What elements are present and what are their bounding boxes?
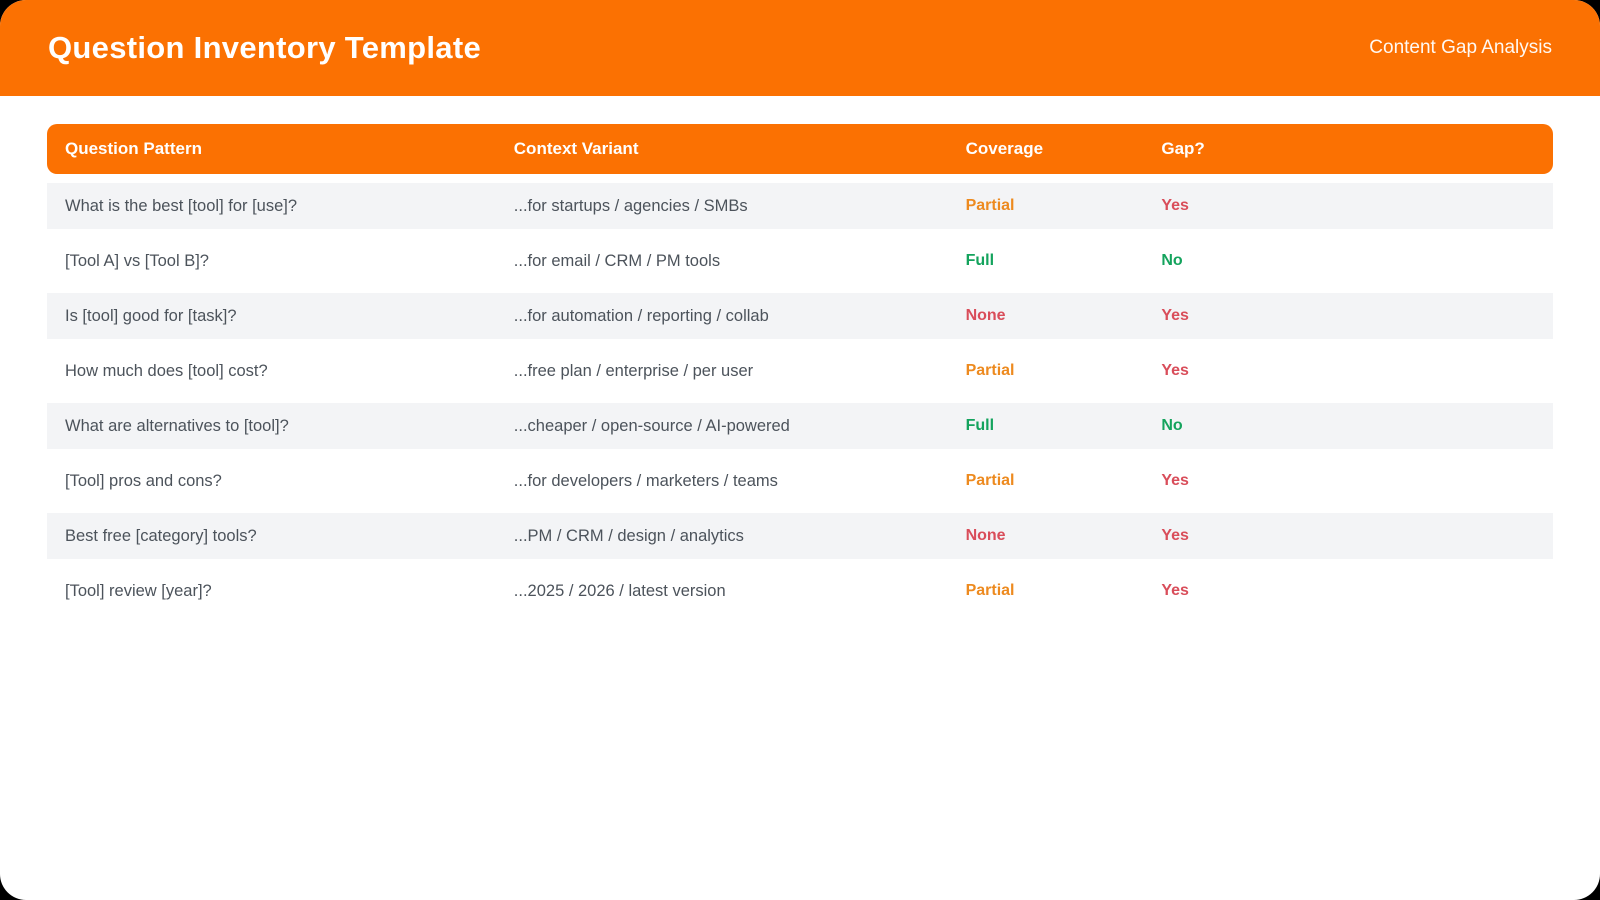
coverage-cell: Full [965,252,995,269]
gap-cell: Yes [1161,582,1189,599]
context-variant-cell: ...for developers / marketers / teams [513,471,778,490]
gap-cell: Yes [1143,183,1553,229]
question-pattern-cell: Best free [category] tools? [47,513,496,559]
coverage-cell: Partial [965,472,1015,489]
column-header-gap: Gap? [1143,124,1553,174]
column-header-context-variant: Context Variant [495,124,948,174]
table-row: What are alternatives to [tool]? ...chea… [47,403,1553,449]
table-row: What is the best [tool] for [use]? ...fo… [47,183,1553,229]
gap-cell: Yes [1143,513,1553,559]
gap-cell: Yes [1161,362,1189,379]
context-variant-cell: ...for email / CRM / PM tools [513,251,721,270]
coverage-cell: Partial [947,183,1144,229]
context-variant-cell: ...for startups / agencies / SMBs [495,183,948,229]
content: Question Pattern Context Variant Coverag… [0,96,1600,623]
header-subtitle: Content Gap Analysis [1369,37,1552,58]
gap-cell: No [1161,252,1183,269]
table-row: Is [tool] good for [task]? ...for automa… [47,293,1553,339]
question-pattern-cell: [Tool A] vs [Tool B]? [65,251,209,270]
column-header-coverage: Coverage [947,124,1144,174]
context-variant-cell: ...free plan / enterprise / per user [513,361,754,380]
context-variant-cell: ...2025 / 2026 / latest version [513,581,726,600]
app-header: Question Inventory Template Content Gap … [0,0,1600,96]
coverage-cell: Partial [965,362,1015,379]
table-header: Question Pattern Context Variant Coverag… [47,124,1553,174]
table-row: [Tool A] vs [Tool B]? ...for email / CRM… [47,238,1553,284]
coverage-cell: None [947,513,1144,559]
context-variant-cell: ...PM / CRM / design / analytics [495,513,948,559]
table-row: [Tool] review [year]? ...2025 / 2026 / l… [47,568,1553,614]
context-variant-cell: ...cheaper / open-source / AI-powered [495,403,948,449]
page-title: Question Inventory Template [48,30,481,65]
coverage-cell: None [947,293,1144,339]
gap-cell: Yes [1161,472,1189,489]
question-pattern-cell: Is [tool] good for [task]? [47,293,496,339]
question-pattern-cell: What are alternatives to [tool]? [47,403,496,449]
table-row: [Tool] pros and cons? ...for developers … [47,458,1553,504]
coverage-cell: Partial [965,582,1015,599]
question-pattern-cell: How much does [tool] cost? [65,361,268,380]
table-header-row: Question Pattern Context Variant Coverag… [47,124,1553,174]
gap-cell: No [1143,403,1553,449]
gap-cell: Yes [1143,293,1553,339]
table-row: Best free [category] tools? ...PM / CRM … [47,513,1553,559]
column-header-question-pattern: Question Pattern [47,124,496,174]
table-row: How much does [tool] cost? ...free plan … [47,348,1553,394]
question-pattern-cell: [Tool] review [year]? [65,581,212,600]
coverage-cell: Full [947,403,1144,449]
table-body: What is the best [tool] for [use]? ...fo… [47,183,1553,614]
question-pattern-cell: What is the best [tool] for [use]? [47,183,496,229]
context-variant-cell: ...for automation / reporting / collab [495,293,948,339]
question-pattern-cell: [Tool] pros and cons? [65,471,222,490]
question-inventory-table: Question Pattern Context Variant Coverag… [47,115,1553,623]
